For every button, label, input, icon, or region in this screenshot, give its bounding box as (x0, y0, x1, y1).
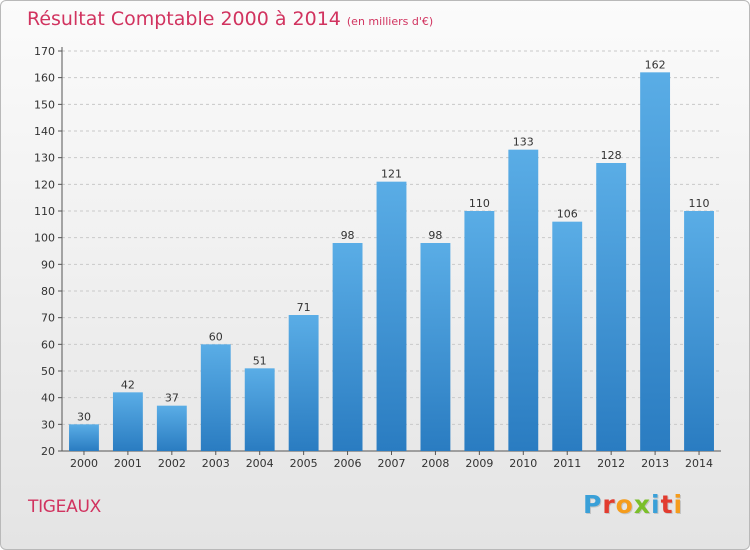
logo-letter: i (651, 490, 661, 519)
x-tick-label: 2004 (246, 457, 274, 470)
logo-letter: r (602, 490, 616, 519)
data-label: 37 (165, 392, 179, 405)
data-label: 121 (381, 168, 402, 181)
y-tick-label: 80 (41, 285, 55, 298)
data-label: 71 (297, 301, 311, 314)
x-tick-label: 2002 (158, 457, 186, 470)
y-tick-label: 140 (34, 125, 55, 138)
data-label: 110 (469, 197, 490, 210)
logo-letter: o (615, 490, 634, 519)
bar (684, 211, 714, 451)
y-tick-label: 120 (34, 178, 55, 191)
data-label: 60 (209, 330, 223, 343)
logo-letter: t (660, 490, 674, 519)
data-label: 128 (601, 149, 622, 162)
bar (112, 392, 143, 451)
x-tick-label: 2013 (641, 457, 669, 470)
data-label: 106 (557, 208, 578, 221)
chart-subtitle: (en milliers d'€) (346, 15, 434, 28)
logo-letter: x (633, 490, 651, 519)
bar (200, 344, 231, 451)
x-tick-label: 2003 (202, 457, 230, 470)
x-tick-label: 2011 (553, 457, 581, 470)
y-tick-label: 110 (34, 205, 55, 218)
y-tick-label: 40 (41, 392, 55, 405)
bar (552, 221, 583, 451)
x-tick-label: 2006 (334, 457, 362, 470)
bar (420, 243, 451, 451)
bar (596, 163, 627, 451)
x-tick-label: 2009 (465, 457, 493, 470)
data-label: 98 (341, 229, 355, 242)
y-tick-label: 150 (34, 98, 55, 111)
x-tick-label: 2000 (70, 457, 98, 470)
data-label: 42 (121, 378, 135, 391)
y-tick-label: 50 (41, 365, 55, 378)
grid-lines (62, 50, 721, 425)
x-tick-label: 2007 (378, 457, 406, 470)
commune-name: TIGEAUX (28, 497, 101, 517)
bar (69, 424, 99, 451)
bar (332, 243, 363, 451)
x-tick-label: 2012 (597, 457, 625, 470)
y-tick-label: 20 (41, 445, 55, 458)
data-label: 110 (689, 197, 710, 210)
y-tick-label: 100 (34, 232, 55, 245)
x-tick-label: 2005 (290, 457, 318, 470)
logo-letter: i (673, 490, 684, 519)
logo-letter: P (583, 490, 603, 519)
bar (376, 181, 407, 451)
y-tick-label: 70 (41, 312, 55, 325)
data-label: 133 (513, 136, 534, 149)
y-tick-label: 60 (41, 338, 55, 351)
proxiti-logo[interactable]: Proxiti (583, 490, 683, 519)
x-tick-label: 2008 (421, 457, 449, 470)
y-tick-label: 30 (41, 418, 55, 431)
y-tick-label: 160 (34, 72, 55, 85)
bar (156, 405, 187, 451)
axes: 20 30 40 50 60 70 80 90 100 110 120 130 140 150 160 170… (34, 45, 721, 470)
data-label: 98 (428, 229, 442, 242)
bar (288, 315, 319, 451)
chart-title: Résultat Comptable 2000 à 2014 (en millie… (27, 8, 433, 30)
y-tick-label: 170 (34, 45, 55, 58)
x-tick-label: 2014 (685, 457, 713, 470)
chart-title-text: Résultat Comptable 2000 à 2014 (27, 8, 341, 30)
bar (640, 72, 671, 451)
x-tick-label: 2001 (114, 457, 142, 470)
bars (69, 72, 714, 451)
data-label: 162 (645, 58, 666, 71)
bar (464, 211, 495, 451)
x-tick-label: 2010 (509, 457, 537, 470)
y-tick-label: 90 (41, 258, 55, 271)
y-tick-label: 130 (34, 152, 55, 165)
data-label: 51 (253, 354, 267, 367)
data-labels: 30 42 37 60 51 71 98 121 98 110 133 106 128 162 110 (77, 58, 710, 423)
bar (508, 149, 539, 451)
data-label: 30 (77, 410, 91, 423)
bar (244, 368, 275, 451)
